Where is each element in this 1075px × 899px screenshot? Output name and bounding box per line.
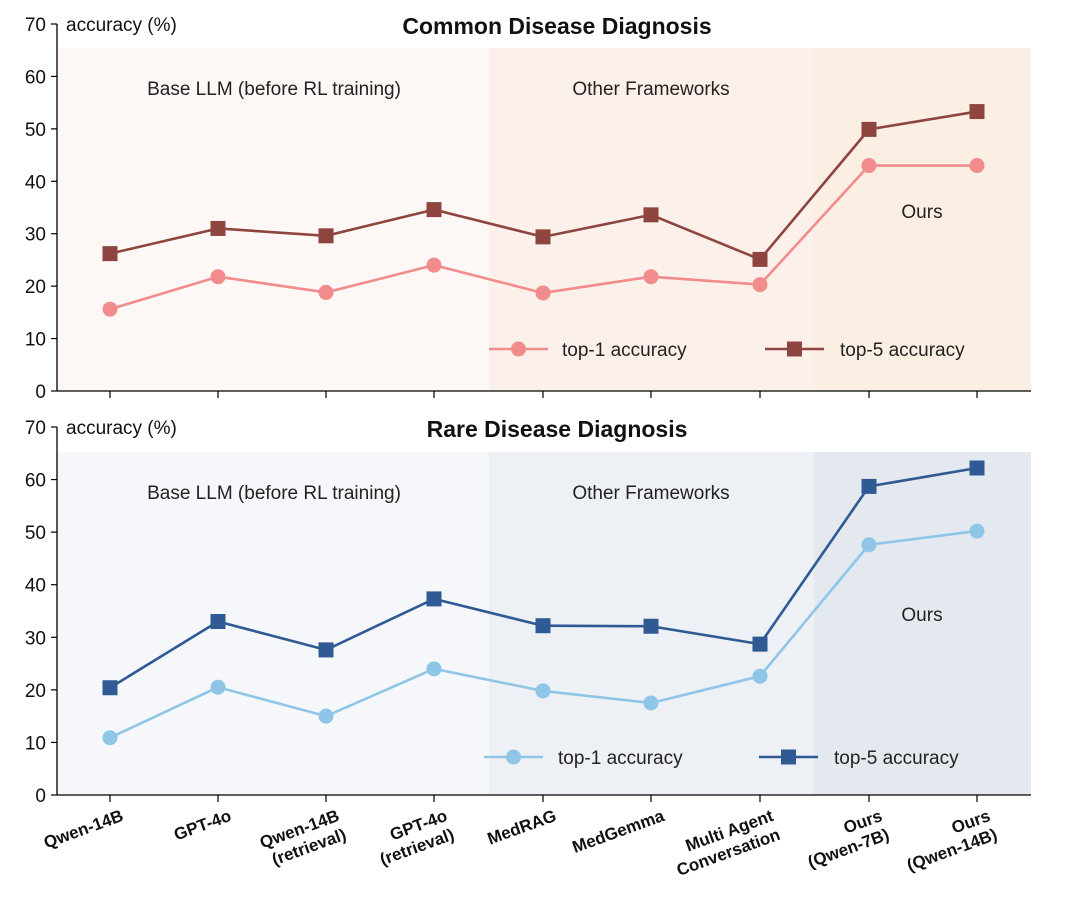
common-y-tick-label: 70 bbox=[25, 15, 46, 36]
common-point-1-5 bbox=[535, 285, 551, 301]
x-tick-label-7: Multi AgentConversation bbox=[667, 806, 783, 880]
x-tick-label-8: Ours(Qwen-7B) bbox=[798, 806, 891, 872]
common-region-label-1: Base LLM (before RL training) bbox=[147, 79, 401, 100]
legend-label: top-5 accuracy bbox=[840, 340, 965, 361]
rare-y-tick-label: 0 bbox=[35, 786, 46, 807]
rare-point-2-1 bbox=[102, 680, 118, 696]
rare-y-tick-label: 10 bbox=[25, 733, 46, 754]
common-region-label-3: Ours bbox=[901, 202, 942, 223]
common-point-1-9 bbox=[969, 158, 985, 174]
rare-point-1-8 bbox=[861, 537, 877, 553]
common-y-tick-label: 30 bbox=[25, 225, 46, 246]
common-region-label-2: Other Frameworks bbox=[572, 79, 729, 100]
legend-label: top-1 accuracy bbox=[562, 340, 687, 361]
common-chart: Base LLM (before RL training) Other Frame… bbox=[25, 13, 1031, 403]
common-point-2-1 bbox=[102, 246, 118, 262]
common-point-1-7 bbox=[752, 277, 768, 293]
common-point-1-8 bbox=[861, 158, 877, 174]
rare-point-1-2 bbox=[210, 679, 226, 695]
rare-y-tick-label: 30 bbox=[25, 628, 46, 649]
common-point-2-6 bbox=[643, 207, 659, 223]
x-tick-label-3: Qwen-14B(retrieval) bbox=[257, 806, 348, 871]
common-y-tick-label: 40 bbox=[25, 172, 46, 193]
common-point-1-3 bbox=[318, 284, 334, 300]
rare-point-2-6 bbox=[643, 618, 659, 634]
common-point-1-2 bbox=[210, 269, 226, 285]
common-legend-item-2: top-5 accuracy bbox=[765, 340, 965, 361]
rare-region-bg-3 bbox=[814, 452, 1031, 795]
common-y-tick-label: 50 bbox=[25, 120, 46, 141]
legend-marker bbox=[787, 341, 802, 357]
common-point-2-3 bbox=[318, 228, 334, 244]
x-tick-label-2: GPT-4o bbox=[171, 806, 233, 844]
rare-y-axis-label: accuracy (%) bbox=[66, 418, 177, 439]
rare-y-tick-label: 50 bbox=[25, 523, 46, 544]
common-y-tick-label: 10 bbox=[25, 330, 46, 351]
common-point-2-9 bbox=[969, 104, 985, 120]
common-legend-item-1: top-1 accuracy bbox=[489, 340, 687, 361]
rare-point-2-4 bbox=[426, 591, 442, 607]
rare-legend-item-2: top-5 accuracy bbox=[759, 748, 959, 769]
rare-point-2-5 bbox=[535, 618, 551, 634]
legend-marker bbox=[506, 749, 521, 765]
common-point-2-2 bbox=[210, 220, 226, 236]
rare-point-2-3 bbox=[318, 642, 334, 658]
common-point-1-6 bbox=[643, 269, 659, 285]
rare-point-1-5 bbox=[535, 683, 551, 699]
common-point-1-1 bbox=[102, 301, 118, 317]
x-tick-label-9: Ours(Qwen-14B) bbox=[898, 806, 1000, 875]
common-point-2-8 bbox=[861, 121, 877, 137]
rare-point-2-2 bbox=[210, 614, 226, 630]
rare-point-1-3 bbox=[318, 708, 334, 724]
legend-marker bbox=[781, 749, 796, 765]
x-tick-label-4: GPT-4o(retrieval) bbox=[371, 806, 457, 869]
common-y-tick-label: 0 bbox=[35, 382, 46, 403]
common-y-tick-label: 20 bbox=[25, 277, 46, 298]
rare-region-label-2: Other Frameworks bbox=[572, 483, 729, 504]
rare-point-1-6 bbox=[643, 695, 659, 711]
rare-region-bg-1 bbox=[57, 452, 489, 795]
common-point-2-7 bbox=[752, 251, 768, 267]
rare-legend-item-1: top-1 accuracy bbox=[484, 748, 683, 769]
x-tick-label-5: MedRAG bbox=[485, 806, 559, 848]
rare-y-tick-label: 40 bbox=[25, 576, 46, 597]
common-region-bg-3 bbox=[814, 48, 1031, 391]
rare-point-1-4 bbox=[426, 661, 442, 677]
common-region-bg-1 bbox=[57, 48, 489, 391]
rare-y-tick-label: 20 bbox=[25, 681, 46, 702]
x-tick-label-6: MedGemma bbox=[570, 806, 668, 857]
common-point-2-4 bbox=[426, 202, 442, 218]
rare-y-tick-label: 70 bbox=[25, 418, 46, 439]
rare-y-tick-label: 60 bbox=[25, 471, 46, 492]
common-y-axis-label: accuracy (%) bbox=[66, 15, 177, 36]
rare-point-1-9 bbox=[969, 523, 985, 539]
common-y-tick-label: 60 bbox=[25, 67, 46, 88]
rare-chart: Base LLM (before RL training) Other Frame… bbox=[25, 416, 1031, 807]
rare-point-2-7 bbox=[752, 636, 768, 652]
rare-point-1-7 bbox=[752, 668, 768, 684]
rare-point-2-8 bbox=[861, 478, 877, 494]
common-point-1-4 bbox=[426, 257, 442, 273]
rare-region-label-3: Ours bbox=[901, 605, 942, 626]
x-tick-label-1: Qwen-14B bbox=[41, 806, 126, 852]
rare-chart-title: Rare Disease Diagnosis bbox=[427, 416, 688, 442]
common-point-2-5 bbox=[535, 229, 551, 245]
legend-label: top-5 accuracy bbox=[834, 748, 959, 769]
common-chart-title: Common Disease Diagnosis bbox=[402, 13, 711, 39]
rare-point-2-9 bbox=[969, 460, 985, 476]
rare-point-1-1 bbox=[102, 730, 118, 746]
legend-label: top-1 accuracy bbox=[558, 748, 683, 769]
legend-marker bbox=[511, 341, 526, 357]
rare-region-label-1: Base LLM (before RL training) bbox=[147, 483, 401, 504]
